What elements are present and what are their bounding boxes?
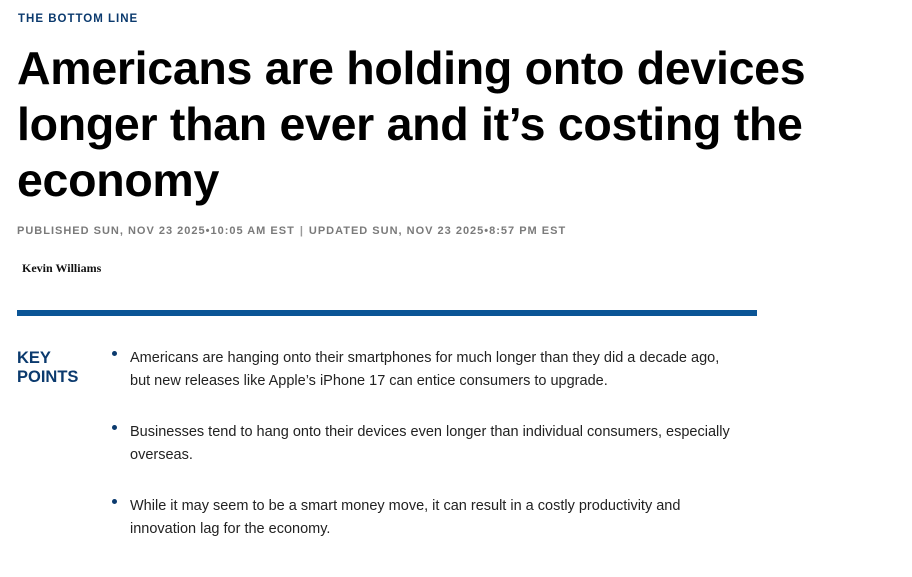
key-point-text: While it may seem to be a smart money mo…	[130, 498, 681, 537]
key-points-label: KEY POINTS	[17, 349, 79, 386]
article-dateline: PUBLISHED SUN, NOV 23 2025•10:05 AM EST |…	[17, 225, 566, 237]
key-point-item: Businesses tend to hang onto their devic…	[110, 421, 730, 466]
key-point-item: While it may seem to be a smart money mo…	[110, 495, 730, 540]
updated-time: UPDATED SUN, NOV 23 2025•8:57 PM EST	[308, 225, 567, 237]
key-points-list: Americans are hanging onto their smartph…	[110, 347, 730, 569]
dateline-separator: |	[299, 225, 304, 237]
bullet-icon	[112, 499, 117, 504]
key-point-item: Americans are hanging onto their smartph…	[110, 347, 730, 392]
key-points-divider	[17, 310, 757, 316]
bullet-icon	[112, 425, 117, 430]
article-headline: Americans are holding onto devices longe…	[17, 42, 806, 206]
key-point-text: Businesses tend to hang onto their devic…	[130, 424, 730, 463]
bullet-icon	[112, 351, 117, 356]
author-link[interactable]: Kevin Williams	[22, 261, 102, 275]
published-time: PUBLISHED SUN, NOV 23 2025•10:05 AM EST	[17, 225, 295, 237]
section-kicker-link[interactable]: THE BOTTOM LINE	[18, 13, 139, 25]
key-point-text: Americans are hanging onto their smartph…	[130, 350, 720, 389]
